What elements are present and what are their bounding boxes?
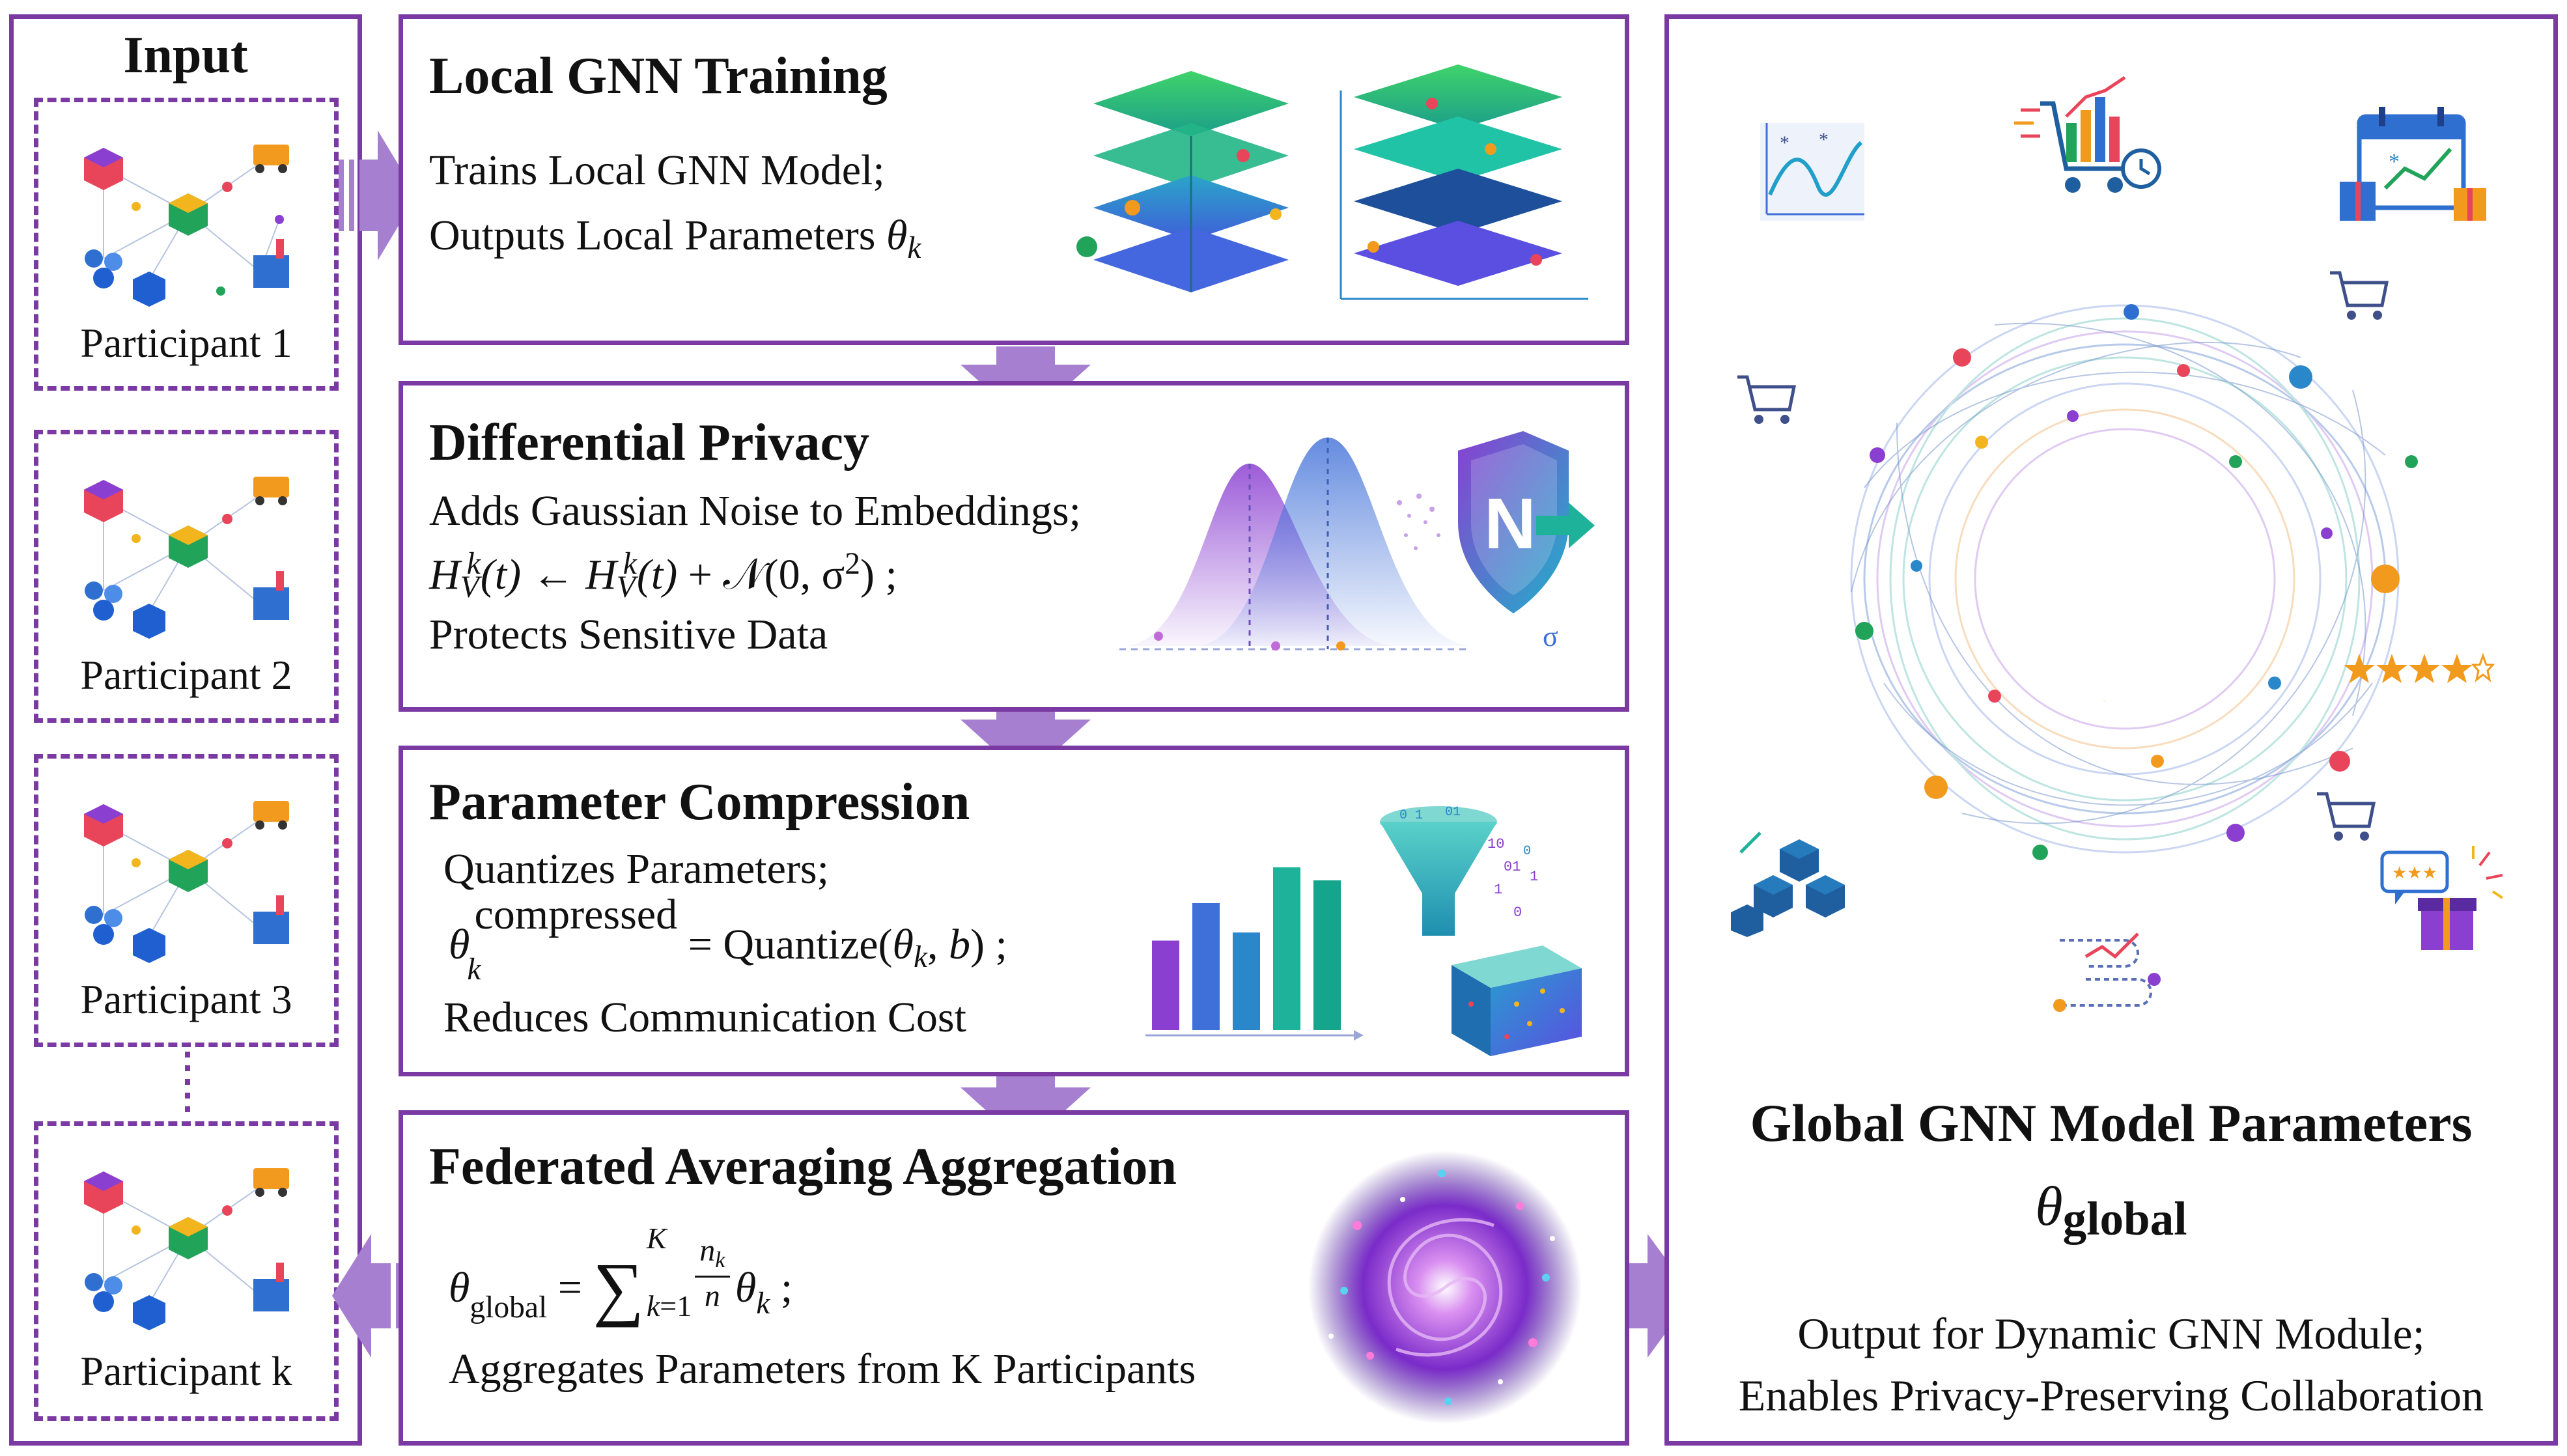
compression-panel: Parameter Compression Quantizes Paramete…: [399, 746, 1629, 1076]
quantized-bar: [1233, 932, 1260, 1030]
global-theta: θ: [2035, 1175, 2063, 1237]
participant-card-k[interactable]: Participant k: [34, 1121, 339, 1421]
global-line1: Output for Dynamic GNN Module;: [1797, 1309, 2425, 1358]
compression-formula: θkcompressed = Quantize(θk, b) ;: [449, 891, 1007, 987]
gaussian-curves-illustration: N σ: [1119, 431, 1595, 652]
svg-text:01: 01: [1504, 859, 1521, 875]
network-icon: [84, 801, 289, 963]
svg-text:★★★: ★★★: [2392, 863, 2437, 882]
global-theta-subscript: global: [2062, 1192, 2187, 1245]
svg-text:*: *: [1780, 132, 1789, 154]
participant-label-k: Participant k: [80, 1348, 292, 1394]
aggregation-panel: Federated Averaging Aggregation θglobal …: [399, 1110, 1629, 1446]
galaxy-swirl-illustration: [1308, 1151, 1582, 1424]
svg-text:1: 1: [1530, 869, 1538, 885]
privacy-formula: HVk(t) ← HVk(t) + 𝒩(0, σ2) ;: [429, 547, 897, 605]
cart-icon: [1737, 375, 1797, 424]
participant-label-3: Participant 3: [80, 976, 292, 1022]
participant-label-1: Participant 1: [80, 320, 292, 366]
local-training-title: Local GNN Training: [429, 48, 888, 105]
global-panel: * * *: [1664, 14, 2558, 1446]
global-network-ring: [1850, 304, 2418, 860]
aggregation-title: Federated Averaging Aggregation: [429, 1138, 1177, 1196]
svg-text:10: 10: [1487, 836, 1504, 852]
quantized-bar: [1152, 940, 1179, 1030]
cart-icon: [2330, 271, 2389, 320]
svg-text:1: 1: [1494, 882, 1502, 898]
privacy-panel: Differential Privacy Adds Gaussian Noise…: [399, 381, 1629, 712]
aggregation-formula: θglobal = ∑ K k=1 nk n θk ;: [449, 1222, 793, 1328]
local-training-line2: Outputs Local Parameters θk: [429, 212, 921, 264]
shopping-cart-chart-icon: [2014, 76, 2161, 193]
network-icon: [84, 145, 289, 307]
svg-text:0: 0: [1513, 904, 1522, 921]
cart-icon: [2317, 792, 2376, 841]
theta-subscript: k: [907, 231, 921, 266]
compression-line1: Quantizes Parameters;: [443, 845, 829, 893]
participant-card-2[interactable]: Participant 2: [34, 430, 339, 723]
compression-title: Parameter Compression: [429, 774, 970, 831]
quantized-bar: [1273, 867, 1300, 1030]
privacy-title: Differential Privacy: [429, 414, 870, 471]
global-symbol: θglobal: [1669, 1175, 2553, 1242]
svg-text:01: 01: [1445, 805, 1461, 820]
svg-text:0: 0: [1523, 844, 1531, 859]
global-line2: Enables Privacy-Preserving Collaboration: [1738, 1371, 2484, 1420]
sigma-mark: σ: [1543, 621, 1558, 652]
participant-card-1[interactable]: Participant 1: [34, 98, 339, 391]
privacy-line3: Protects Sensitive Data: [429, 611, 828, 658]
exchange-flow-icon: [2053, 932, 2161, 1012]
theta-symbol: θ: [886, 212, 908, 259]
input-title: Input: [123, 27, 248, 84]
shield-letter: N: [1484, 484, 1536, 564]
quantized-bar: [1313, 880, 1341, 1030]
global-title: Global GNN Model Parameters: [1750, 1093, 2473, 1153]
line-chart-icon: * *: [1760, 123, 1864, 221]
svg-text:0 1: 0 1: [1399, 808, 1423, 823]
calendar-gifts-icon: *: [2340, 107, 2486, 221]
arrow-input-to-training: [339, 130, 417, 260]
participant-card-3[interactable]: Participant 3: [34, 754, 339, 1047]
svg-text:*: *: [1819, 129, 1829, 150]
privacy-line1: Adds Gaussian Noise to Embeddings;: [429, 487, 1081, 535]
quantized-bar: [1192, 903, 1220, 1030]
svg-text:*: *: [2389, 150, 2400, 174]
local-training-panel: Local GNN Training Trains Local GNN Mode…: [399, 14, 1629, 345]
local-training-line2-text: Outputs Local Parameters: [429, 212, 876, 259]
compression-line3: Reduces Communication Cost: [443, 994, 966, 1041]
participant-label-2: Participant 2: [80, 652, 292, 698]
blocks-icon: [1731, 832, 1845, 937]
aggregation-line2: Aggregates Parameters from K Participant…: [449, 1345, 1196, 1393]
local-training-line1: Trains Local GNN Model;: [429, 147, 885, 194]
network-icon: [84, 1168, 289, 1330]
ellipsis-dots: [185, 1052, 190, 1117]
compression-formula-sup: compressed: [474, 891, 678, 938]
quantized-bars-illustration: [1145, 867, 1364, 1041]
network-icon: [84, 477, 289, 639]
rating-stars-icon: [2344, 652, 2495, 683]
review-gift-icon: ★★★: [2380, 846, 2504, 950]
gnn-layers-illustration: [1076, 64, 1588, 300]
